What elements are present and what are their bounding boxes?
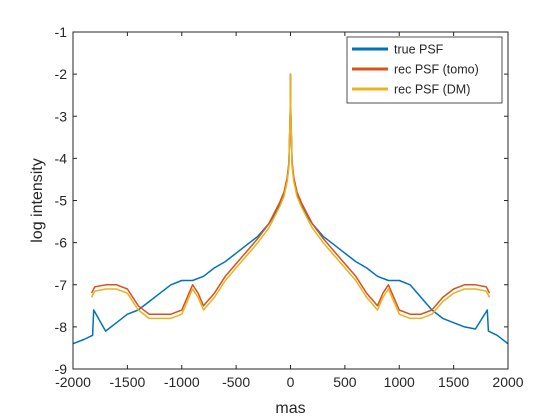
y-tick-label: -8 [55,319,68,335]
x-axis-ticks: -2000 -1500 -1000 -500 0 500 1000 1500 2000 [55,32,524,390]
y-tick-label: -1 [55,24,68,40]
y-tick-label: -7 [55,277,68,293]
x-tick-label: -1500 [109,374,145,390]
y-tick-label: -9 [55,361,68,377]
legend-label-1: true PSF [394,43,444,57]
x-tick-label: -500 [222,374,250,390]
legend: true PSF rec PSF (tomo) rec PSF (DM) [346,36,503,104]
y-axis-ticks: -9 -8 -7 -6 -5 -4 -3 -2 -1 [55,24,508,377]
x-tick-label: 500 [333,374,357,390]
y-tick-label: -2 [55,66,68,82]
x-tick-label: 0 [287,374,295,390]
series-line-3 [90,73,491,320]
y-tick-label: -3 [55,108,68,124]
y-tick-label: -5 [55,193,68,209]
x-tick-label: 1500 [438,374,469,390]
x-tick-label: 2000 [492,374,523,390]
legend-label-2: rec PSF (tomo) [394,63,479,77]
y-tick-label: -6 [55,235,68,251]
x-tick-label: -2000 [55,374,91,390]
series-layer [72,73,509,345]
x-tick-label: -1000 [164,374,200,390]
x-axis-label: mas [275,400,305,417]
x-tick-label: 1000 [384,374,415,390]
y-axis-label: log intensity [29,158,46,243]
y-tick-label: -4 [55,150,68,166]
legend-label-3: rec PSF (DM) [394,83,470,97]
